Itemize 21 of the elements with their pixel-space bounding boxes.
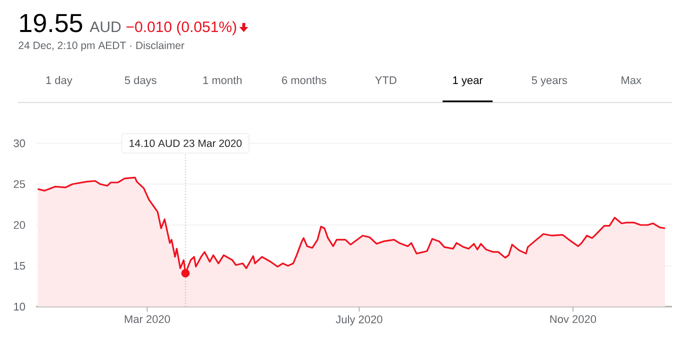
chart-subtitle: 24 Dec, 2:10 pm AEDT · Disclaimer — [18, 41, 184, 52]
text: 5 years — [532, 76, 568, 86]
text: YTD — [375, 76, 396, 84]
text: 1 year — [453, 76, 483, 86]
y-tick-label: 10 — [14, 302, 26, 311]
y-tick-label: 30 — [14, 139, 26, 148]
y-tick-label: 20 — [14, 221, 26, 229]
text: 1 day — [46, 76, 72, 86]
x-tick-label: Nov 2020 — [550, 315, 596, 324]
text: −0.010 (0.051%) — [126, 21, 236, 36]
y-tick-label: 25 — [14, 180, 26, 188]
text: Max — [622, 76, 642, 84]
ref-line-label: 14.10 AUD 23 Mar 2020 — [130, 140, 242, 148]
text: 6 months — [282, 76, 326, 84]
text: 1 month — [203, 76, 242, 84]
x-tick-label: Mar 2020 — [124, 315, 170, 324]
chart-title: 19.55 — [20, 14, 82, 32]
x-tick-label: July 2020 — [336, 315, 382, 326]
y-tick-label: 15 — [14, 262, 26, 270]
text: AUD — [90, 22, 121, 32]
text: 5 days — [124, 76, 156, 86]
